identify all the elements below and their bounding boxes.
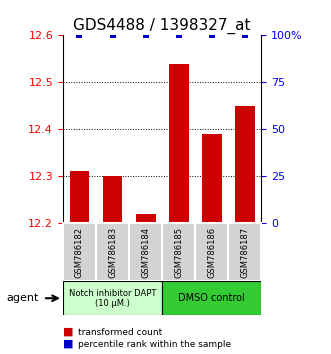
- Text: ■: ■: [63, 339, 73, 349]
- FancyBboxPatch shape: [63, 281, 162, 315]
- FancyBboxPatch shape: [195, 223, 228, 281]
- FancyBboxPatch shape: [162, 281, 261, 315]
- Bar: [235, 106, 255, 223]
- Text: Notch inhibitor DAPT
(10 μM.): Notch inhibitor DAPT (10 μM.): [69, 289, 156, 308]
- Text: DMSO control: DMSO control: [178, 293, 245, 303]
- FancyBboxPatch shape: [63, 223, 96, 281]
- Text: agent: agent: [7, 293, 39, 303]
- FancyBboxPatch shape: [162, 223, 195, 281]
- Text: GSM786185: GSM786185: [174, 227, 183, 278]
- Text: ■: ■: [63, 327, 73, 337]
- Bar: [70, 171, 89, 223]
- FancyBboxPatch shape: [228, 223, 261, 281]
- Text: transformed count: transformed count: [78, 327, 162, 337]
- Text: GSM786183: GSM786183: [108, 227, 117, 278]
- Bar: [202, 134, 222, 223]
- Title: GDS4488 / 1398327_at: GDS4488 / 1398327_at: [73, 18, 251, 34]
- Text: GSM786186: GSM786186: [207, 227, 216, 278]
- Bar: [169, 64, 189, 223]
- FancyBboxPatch shape: [129, 223, 162, 281]
- Text: GSM786184: GSM786184: [141, 227, 150, 278]
- Text: GSM786182: GSM786182: [75, 227, 84, 278]
- Bar: [136, 213, 156, 223]
- FancyBboxPatch shape: [96, 223, 129, 281]
- Bar: [103, 176, 122, 223]
- Text: GSM786187: GSM786187: [240, 227, 250, 278]
- Text: percentile rank within the sample: percentile rank within the sample: [78, 339, 231, 349]
